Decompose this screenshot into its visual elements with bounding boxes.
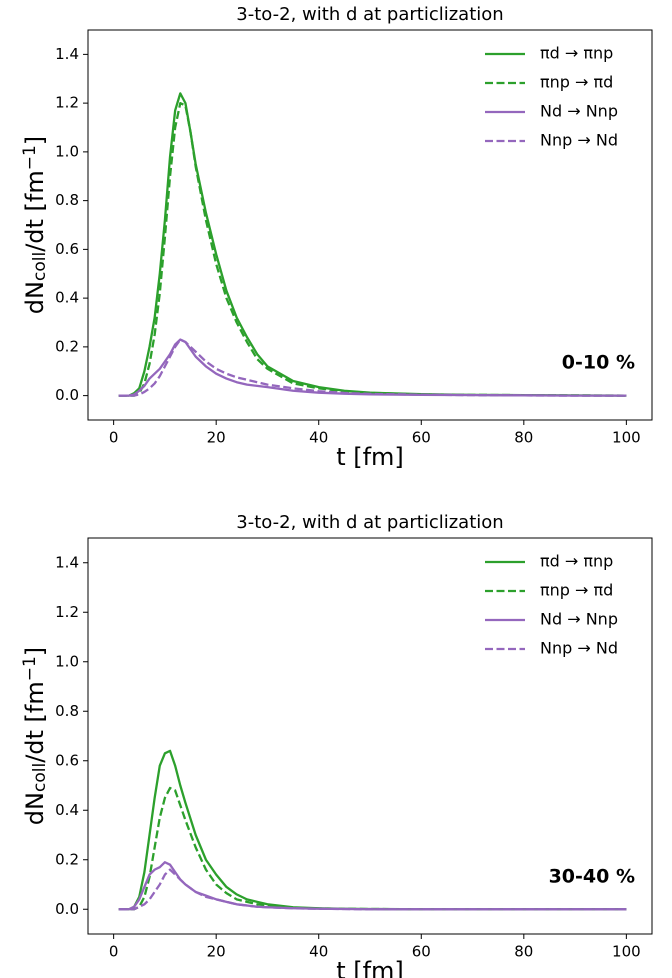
series-line <box>118 338 627 397</box>
x-tick-label: 40 <box>309 943 328 961</box>
y-axis-label-part: dN <box>21 281 49 314</box>
x-tick-label: 20 <box>207 429 226 447</box>
y-tick-label: 0.2 <box>55 850 79 868</box>
y-axis-label: dNcoll/dt [fm−1] <box>20 647 50 825</box>
y-tick-label: 1.4 <box>55 45 79 63</box>
y-tick-label: 0.8 <box>55 702 79 720</box>
x-axis-label: t [fm] <box>336 957 404 978</box>
y-tick-label: 0.4 <box>55 289 79 307</box>
y-tick-label: 0.0 <box>55 386 79 404</box>
legend-label: Nd → Nnp <box>540 610 618 629</box>
y-tick-label: 0.6 <box>55 240 79 258</box>
legend-label: πnp → πd <box>540 581 613 600</box>
chart-title: 3-to-2, with d at particlization <box>236 512 503 533</box>
y-tick-label: 0.4 <box>55 801 79 819</box>
legend-label: Nnp → Nd <box>540 131 618 150</box>
y-tick-label: 1.0 <box>55 652 79 670</box>
y-tick-label: 1.2 <box>55 94 79 112</box>
annotation: 0-10 % <box>562 352 635 374</box>
annotation: 30-40 % <box>549 866 635 888</box>
y-axis-label-part: coll <box>30 763 50 792</box>
y-axis-label-part: ] <box>21 136 49 145</box>
legend-label: Nnp → Nd <box>540 639 618 658</box>
x-axis-label: t [fm] <box>336 443 404 471</box>
x-tick-label: 80 <box>514 429 533 447</box>
x-tick-label: 60 <box>412 943 431 961</box>
axes-frame <box>87 537 653 935</box>
y-tick-label: 0.6 <box>55 751 79 769</box>
y-axis-label-part: −1 <box>20 656 40 681</box>
y-tick-label: 0.8 <box>55 191 79 209</box>
y-axis-label: dNcoll/dt [fm−1] <box>20 136 50 314</box>
x-tick-label: 0 <box>109 943 119 961</box>
y-axis-label-part: ] <box>21 647 49 656</box>
chart-title: 3-to-2, with d at particlization <box>236 4 503 25</box>
x-tick-label: 80 <box>514 943 533 961</box>
y-axis-label-part: coll <box>30 252 50 281</box>
legend-label: πd → πnp <box>540 44 613 63</box>
y-tick-label: 1.2 <box>55 603 79 621</box>
y-axis-label-part: dN <box>21 792 49 825</box>
legend-label: πd → πnp <box>540 552 613 571</box>
legend-label: Nd → Nnp <box>540 102 618 121</box>
y-axis-label-part: /dt [fm <box>21 170 49 252</box>
axes-frame <box>87 29 653 421</box>
legend-label: πnp → πd <box>540 73 613 92</box>
series-line <box>118 868 627 911</box>
x-tick-label: 20 <box>207 943 226 961</box>
y-axis-label-part: /dt [fm <box>21 681 49 763</box>
y-axis-label-part: −1 <box>20 145 40 170</box>
x-tick-label: 0 <box>109 429 119 447</box>
subplot: 3-to-2, with d at particlization 0 20 40 60 8… <box>20 4 653 471</box>
x-tick-label: 100 <box>612 429 641 447</box>
series-line <box>118 338 627 397</box>
y-tick-label: 0.2 <box>55 337 79 355</box>
y-tick-label: 1.0 <box>55 142 79 160</box>
subplot: 3-to-2, with d at particlization 0 20 40 60 8… <box>20 512 653 978</box>
y-tick-label: 0.0 <box>55 900 79 918</box>
x-tick-label: 100 <box>612 943 641 961</box>
y-tick-label: 1.4 <box>55 553 79 571</box>
x-tick-label: 40 <box>309 429 328 447</box>
x-tick-label: 60 <box>412 429 431 447</box>
